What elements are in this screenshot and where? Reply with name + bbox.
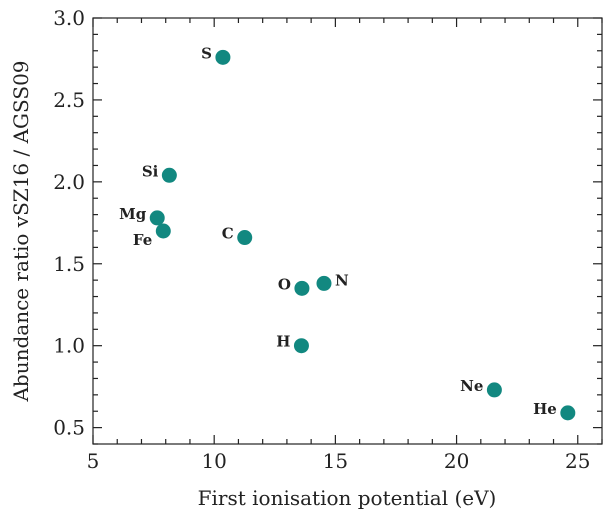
data-point-s [215, 49, 231, 65]
y-tick-label: 2.5 [53, 88, 85, 112]
point-label-c: C [222, 225, 234, 243]
y-tick-label: 2.0 [53, 170, 85, 194]
x-tick-label: 5 [87, 449, 100, 473]
point-label-ne: Ne [460, 377, 483, 395]
x-tick-label: 15 [323, 449, 348, 473]
x-tick-label: 20 [444, 449, 469, 473]
y-axis-label: Abundance ratio vSZ16 / AGSS09 [9, 60, 33, 402]
point-label-h: H [276, 333, 290, 351]
y-tick-label: 1.0 [53, 334, 85, 358]
point-label-n: N [335, 271, 349, 289]
point-label-fe: Fe [133, 231, 152, 249]
point-label-si: Si [142, 162, 159, 180]
point-label-he: He [533, 400, 557, 418]
data-point-o [294, 280, 310, 296]
data-point-fe [155, 223, 171, 239]
point-label-s: S [201, 44, 212, 62]
data-point-mg [149, 210, 165, 226]
data-point-n [316, 275, 332, 291]
x-tick-label: 25 [565, 449, 590, 473]
data-point-he [560, 405, 576, 421]
x-axis-label: First ionisation potential (eV) [198, 486, 497, 510]
data-points: S Si Mg Fe C O N H Ne He [119, 44, 576, 421]
point-label-o: O [278, 275, 291, 293]
y-tick-label: 3.0 [53, 6, 85, 30]
y-tick-label: 1.5 [53, 252, 85, 276]
data-point-si [161, 167, 177, 183]
x-tick-label: 10 [201, 449, 226, 473]
axis-ticks: 5 10 15 20 25 0.5 1.0 1.5 2.0 2.5 3.0 [53, 6, 603, 473]
y-tick-label: 0.5 [53, 416, 85, 440]
data-point-h [293, 338, 309, 354]
data-point-c [237, 230, 253, 246]
data-point-ne [486, 382, 502, 398]
point-label-mg: Mg [119, 205, 147, 223]
